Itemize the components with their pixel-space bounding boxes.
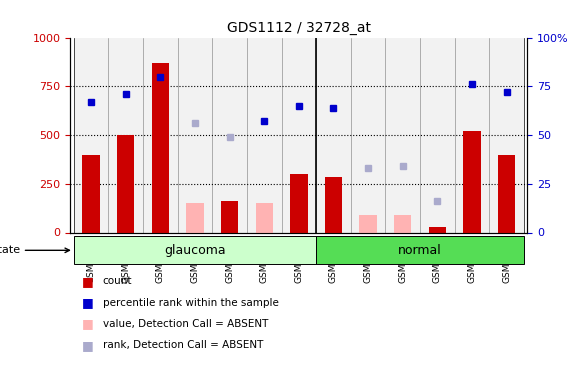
Bar [178, 38, 212, 232]
Bar [316, 38, 351, 232]
Text: ■: ■ [82, 296, 94, 309]
Bar [108, 38, 143, 232]
Bar [351, 38, 386, 232]
Bar [429, 226, 446, 232]
Text: count: count [103, 276, 132, 286]
Bar [247, 38, 281, 232]
Text: normal: normal [398, 244, 442, 257]
Bar [83, 154, 100, 232]
Bar [394, 215, 411, 232]
Title: GDS1112 / 32728_at: GDS1112 / 32728_at [227, 21, 371, 35]
Bar [359, 215, 377, 232]
Text: rank, Detection Call = ABSENT: rank, Detection Call = ABSENT [103, 340, 263, 350]
Bar [152, 63, 169, 232]
Bar [74, 38, 108, 232]
Bar [316, 236, 524, 264]
Text: ■: ■ [82, 318, 94, 330]
Bar [186, 203, 204, 232]
Bar [290, 174, 308, 232]
Text: glaucoma: glaucoma [164, 244, 226, 257]
Bar [117, 135, 134, 232]
Bar [464, 131, 481, 232]
Bar [212, 38, 247, 232]
Bar [221, 201, 239, 232]
Text: percentile rank within the sample: percentile rank within the sample [103, 298, 278, 307]
Bar [74, 236, 316, 264]
Bar [498, 154, 515, 232]
Bar [325, 177, 342, 232]
Bar [255, 203, 273, 232]
Text: disease state: disease state [0, 245, 70, 255]
Bar [455, 38, 489, 232]
Bar [143, 38, 178, 232]
Bar [420, 38, 455, 232]
Bar [281, 38, 316, 232]
Bar [386, 38, 420, 232]
Text: ■: ■ [82, 275, 94, 288]
Text: ■: ■ [82, 339, 94, 352]
Text: value, Detection Call = ABSENT: value, Detection Call = ABSENT [103, 319, 268, 329]
Bar [489, 38, 524, 232]
